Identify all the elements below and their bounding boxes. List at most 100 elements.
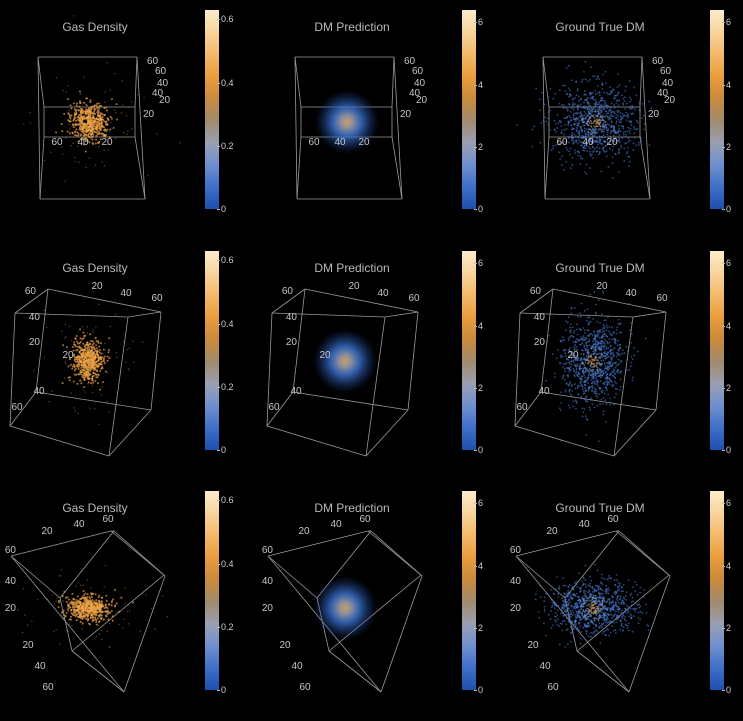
dm-particle <box>580 329 583 331</box>
dm-particle <box>583 592 586 595</box>
dm-particle <box>612 374 615 377</box>
gas-particle <box>114 137 117 140</box>
box-edge <box>544 136 550 200</box>
dm-particle <box>569 350 571 353</box>
dm-particle <box>651 115 654 117</box>
gas-particle <box>104 128 107 131</box>
gas-particle <box>82 594 85 597</box>
gas-particle <box>137 94 139 96</box>
box-edge <box>9 312 16 427</box>
gas-particle <box>104 614 107 617</box>
gas-particle <box>106 401 108 403</box>
gas-particle <box>95 621 98 624</box>
gas-particle <box>79 379 82 382</box>
dm-particle <box>607 628 610 631</box>
dm-particle <box>589 373 592 376</box>
gas-particle <box>73 353 76 356</box>
gas-particle <box>118 610 121 613</box>
gas-particle <box>72 380 75 383</box>
gas-particle <box>127 368 130 370</box>
dm-particle <box>578 134 581 137</box>
dm-particle <box>601 143 603 146</box>
dm-particle <box>564 349 567 351</box>
dm-particle <box>589 333 591 336</box>
dm-particle <box>630 601 633 604</box>
dm-particle <box>586 599 589 601</box>
gas-particle <box>105 106 108 109</box>
colorbar: 0 0.2 0.4 0.6 <box>205 251 234 455</box>
dm-particle <box>639 618 642 621</box>
dm-particle <box>602 595 604 598</box>
dm-particle <box>594 132 597 135</box>
gas-particle <box>69 115 71 118</box>
dm-particle <box>587 356 590 359</box>
dm-particle <box>595 624 598 627</box>
gas-particle <box>81 326 83 328</box>
dm-particle <box>565 107 568 110</box>
dm-particle <box>598 151 601 154</box>
dm-particle <box>578 111 580 114</box>
gas-particle <box>78 117 81 120</box>
gas-particle <box>75 585 77 587</box>
dm-particle <box>578 339 580 342</box>
dm-particle <box>622 131 625 134</box>
dm-particle <box>591 128 594 130</box>
box-edge <box>304 288 419 313</box>
dm-particle <box>580 129 583 132</box>
gas-particle <box>96 617 99 620</box>
dm-particle <box>570 312 573 315</box>
gas-particle <box>98 132 101 135</box>
dm-particle <box>600 581 602 584</box>
dm-particle <box>561 606 564 609</box>
gas-particle <box>87 119 90 122</box>
gas-particle <box>83 117 86 120</box>
dm-particle <box>601 592 604 595</box>
dm-particle <box>585 349 588 352</box>
gas-particle <box>115 351 117 354</box>
gas-particle <box>101 638 103 641</box>
box-edge <box>37 56 45 108</box>
dm-particle <box>624 114 627 117</box>
dm-particle <box>608 142 611 145</box>
dm-particle <box>621 112 624 115</box>
gas-particle <box>81 610 84 613</box>
dm-particle <box>606 335 608 338</box>
dm-particle <box>591 605 594 607</box>
dm-particle <box>560 391 563 394</box>
dm-particle <box>563 363 565 366</box>
gas-particle <box>103 586 105 588</box>
gas-particle <box>104 91 106 93</box>
gas-particle <box>103 357 106 360</box>
axis-tick-label: 60 <box>268 402 280 413</box>
dm-particle <box>570 356 573 359</box>
dm-particle <box>598 147 601 150</box>
dm-particle <box>612 330 615 333</box>
dm-particle <box>636 593 639 596</box>
dm-particle <box>574 112 577 115</box>
dm-particle <box>591 366 594 368</box>
gas-particle <box>85 365 88 368</box>
dm-particle <box>625 604 628 607</box>
dm-particle <box>596 392 598 395</box>
gas-particle <box>75 349 78 352</box>
dm-particle <box>565 329 567 332</box>
gas-particle <box>74 113 77 116</box>
gas-particle <box>102 381 105 384</box>
dm-particle <box>562 374 565 377</box>
gas-particle <box>74 337 77 340</box>
gas-particle <box>97 614 100 617</box>
gas-particle <box>110 121 112 124</box>
dm-particle <box>560 612 563 615</box>
gas-particle <box>88 623 91 626</box>
axis-tick-label: 60 <box>530 286 542 297</box>
dm-particle <box>547 111 550 114</box>
gas-particle <box>100 113 103 116</box>
gas-particle <box>78 360 81 363</box>
gas-particle <box>81 137 84 140</box>
gas-particle <box>104 603 107 606</box>
dm-particle <box>594 371 596 373</box>
dm-particle <box>577 108 579 111</box>
dm-particle <box>587 370 590 373</box>
dm-particle <box>593 135 596 137</box>
